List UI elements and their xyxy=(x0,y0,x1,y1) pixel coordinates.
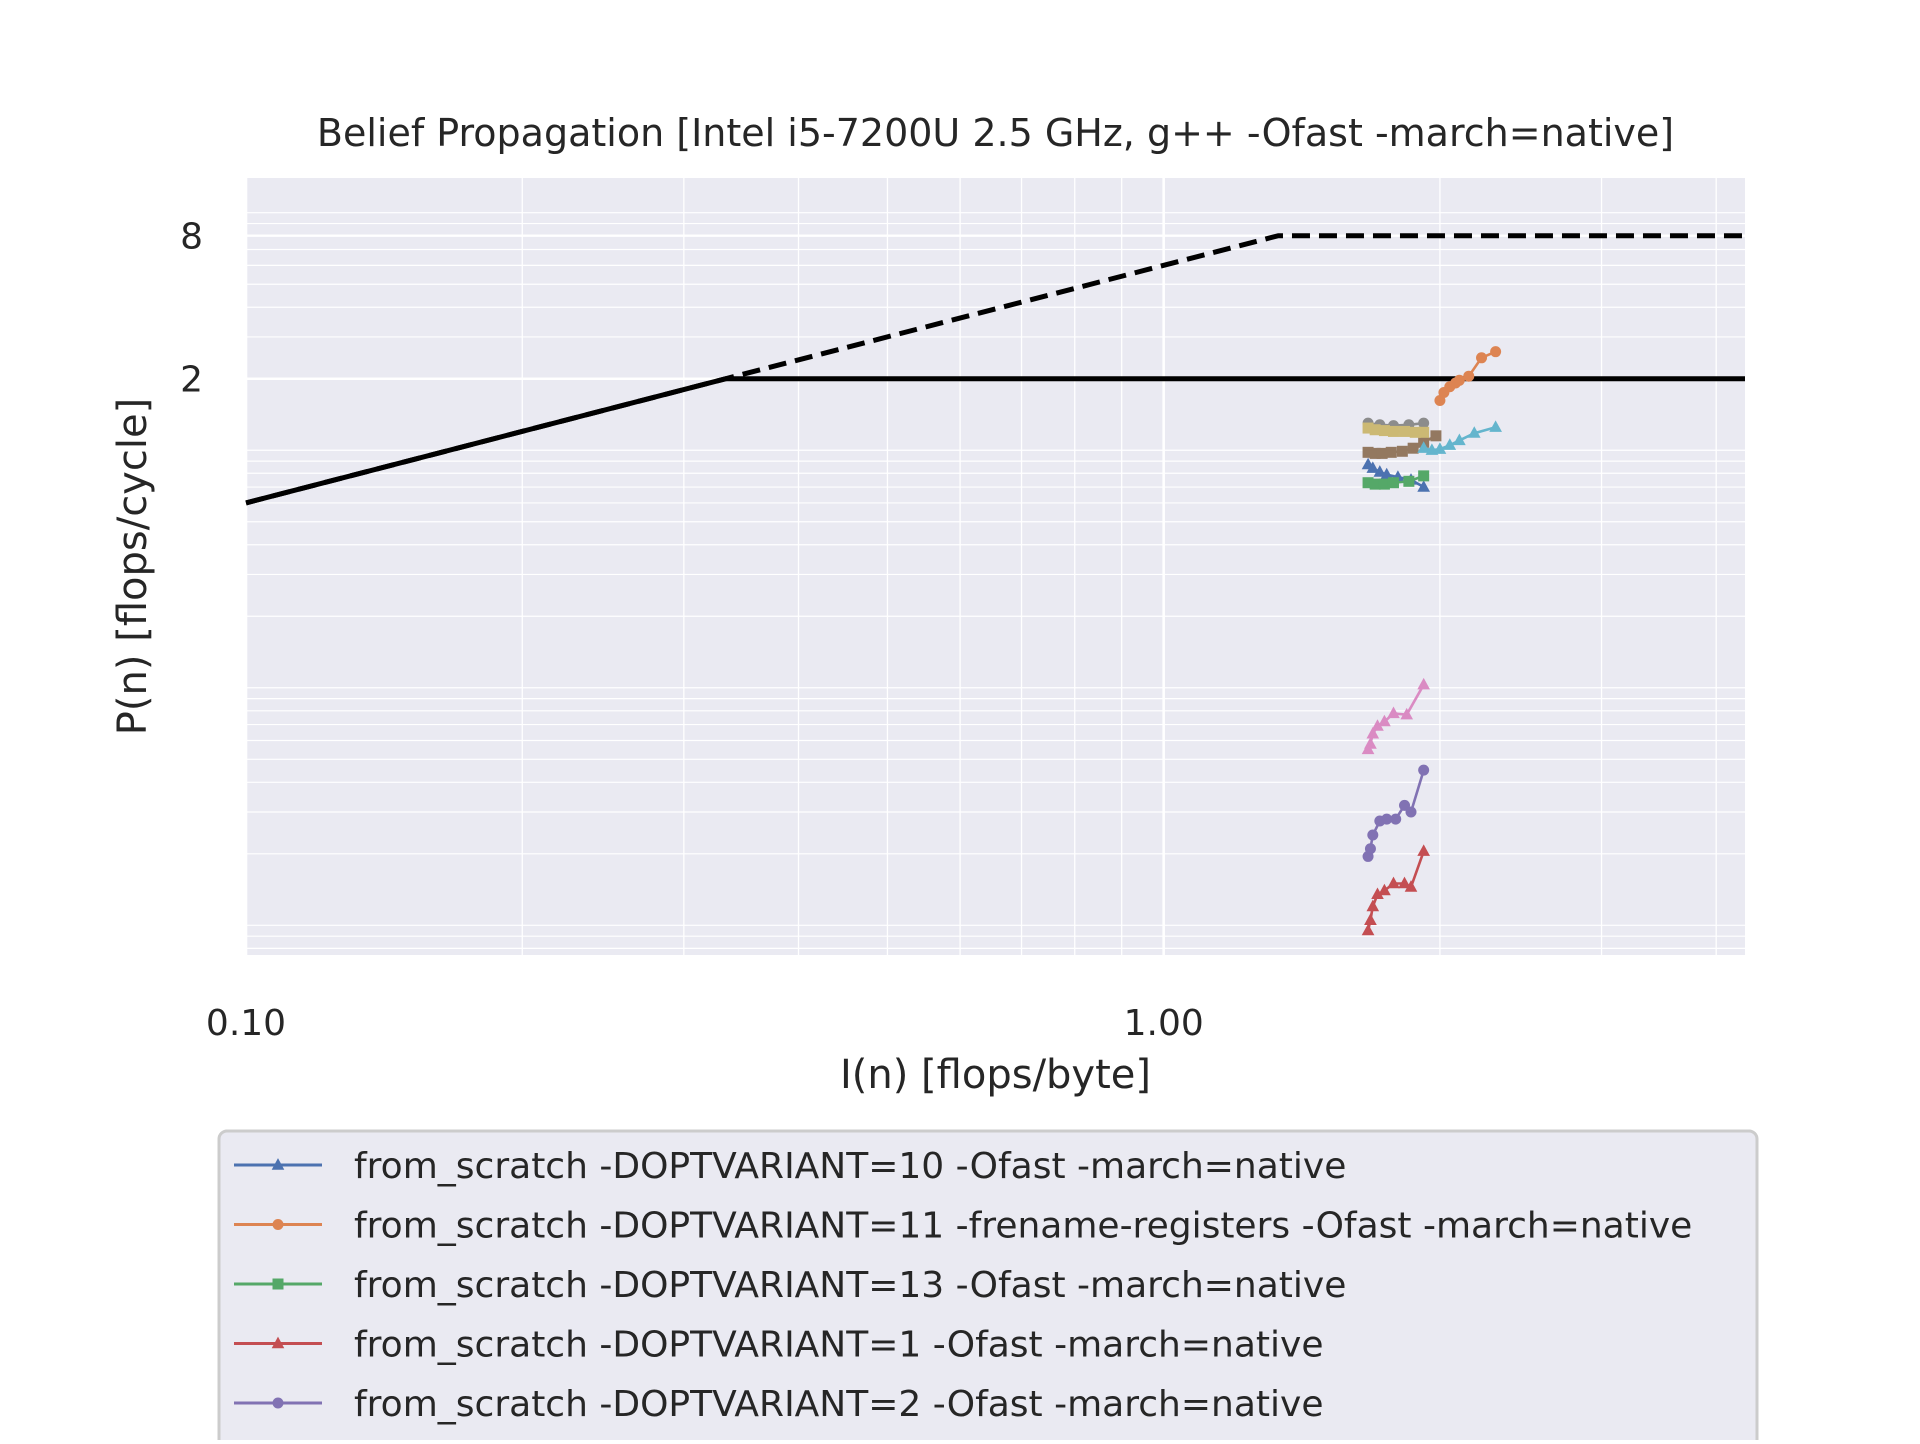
legend-entry: from_scratch -DOPTVARIANT=13 -Ofast -mar… xyxy=(234,1265,1346,1306)
data-point-marker xyxy=(272,1397,284,1409)
data-point-marker xyxy=(271,1336,285,1349)
data-point-marker xyxy=(1407,442,1419,454)
series-2 xyxy=(1434,346,1502,406)
data-point-marker xyxy=(1463,370,1475,382)
series-7 xyxy=(1361,677,1430,755)
data-point-marker xyxy=(1385,446,1397,458)
data-point-marker xyxy=(1371,887,1384,899)
data-point-marker xyxy=(1362,446,1374,458)
series-9 xyxy=(1362,422,1430,438)
data-point-marker xyxy=(1489,420,1502,432)
data-point-marker xyxy=(1366,461,1380,473)
legend-label: from_scratch -DOPTVARIANT=11 -frename-re… xyxy=(354,1206,1692,1247)
data-point-marker xyxy=(1380,467,1393,480)
data-point-marker xyxy=(1418,417,1430,429)
legend-entry: from_scratch -DOPTVARIANT=11 -frename-re… xyxy=(234,1206,1692,1247)
data-point-marker xyxy=(1373,465,1387,477)
roofline xyxy=(245,233,1745,506)
legend-entry: from_scratch -DOPTVARIANT=2 -Ofast -marc… xyxy=(234,1384,1323,1425)
data-point-marker xyxy=(1362,422,1374,434)
data-point-marker xyxy=(1430,430,1442,442)
data-point-marker xyxy=(1398,876,1411,889)
data-point-marker xyxy=(1364,913,1377,925)
data-point-marker xyxy=(272,1219,284,1230)
series-3 xyxy=(1362,470,1430,490)
plot-area xyxy=(246,178,1745,955)
data-point-marker xyxy=(1467,426,1481,438)
data-point-marker xyxy=(1405,806,1417,818)
data-point-marker xyxy=(1399,425,1411,437)
roofline-scalar-solid xyxy=(245,376,1745,506)
legend-label: from_scratch -DOPTVARIANT=2 -Ofast -marc… xyxy=(354,1384,1323,1425)
x-tick-label: 0.10 xyxy=(206,1003,286,1044)
data-point-marker xyxy=(1417,480,1430,492)
data-point-marker xyxy=(1366,726,1380,739)
data-point-marker xyxy=(1362,477,1374,489)
data-point-marker xyxy=(1453,433,1466,446)
data-point-marker xyxy=(1369,447,1381,459)
data-point-marker xyxy=(1403,475,1415,487)
x-tick-label: 1.00 xyxy=(1124,1003,1204,1044)
data-point-marker xyxy=(1361,923,1375,936)
data-point-marker xyxy=(1371,719,1384,731)
chart-title: Belief Propagation [Intel i5-7200U 2.5 G… xyxy=(317,111,1674,155)
data-point-marker xyxy=(1376,447,1388,459)
series-group xyxy=(1361,346,1502,936)
legend-entry: from_scratch -DOPTVARIANT=10 -Ofast -mar… xyxy=(234,1146,1346,1187)
data-point-marker xyxy=(1387,477,1399,489)
data-point-marker xyxy=(1417,441,1430,453)
data-point-marker xyxy=(1417,677,1430,690)
data-point-marker xyxy=(1453,374,1465,386)
legend-box xyxy=(217,1129,1759,1444)
y-axis-label: P(n) [flops/cycle] xyxy=(110,398,156,735)
data-point-marker xyxy=(1364,737,1377,749)
data-point-marker xyxy=(1417,844,1430,856)
data-point-marker xyxy=(1490,346,1502,358)
data-point-marker xyxy=(1404,880,1418,892)
data-point-marker xyxy=(1387,876,1400,889)
axes: Belief Propagation [Intel i5-7200U 2.5 G… xyxy=(110,111,1674,1098)
data-point-marker xyxy=(1369,424,1381,436)
data-point-marker xyxy=(1418,764,1430,776)
legend-label: from_scratch -DOPTVARIANT=1 -Ofast -marc… xyxy=(354,1325,1323,1366)
data-point-marker xyxy=(1381,813,1393,825)
legend-label: from_scratch -DOPTVARIANT=10 -Ofast -mar… xyxy=(354,1146,1346,1187)
data-point-marker xyxy=(1433,442,1447,454)
series-10 xyxy=(1417,420,1502,455)
data-point-marker xyxy=(1378,714,1391,727)
x-axis-label: I(n) [flops/byte] xyxy=(840,1052,1151,1098)
data-point-marker xyxy=(271,1158,285,1170)
data-point-marker xyxy=(1367,829,1379,841)
data-point-marker xyxy=(1409,426,1421,438)
series-4 xyxy=(1361,844,1430,936)
data-point-marker xyxy=(1387,425,1399,437)
y-tick-label: 2 xyxy=(180,360,203,401)
data-point-marker xyxy=(1364,843,1376,855)
data-point-marker xyxy=(1400,707,1413,720)
legend: from_scratch -DOPTVARIANT=10 -Ofast -mar… xyxy=(217,1129,1759,1444)
data-point-marker xyxy=(1378,883,1391,896)
legend-label: from_scratch -DOPTVARIANT=13 -Ofast -mar… xyxy=(354,1265,1346,1306)
data-point-marker xyxy=(272,1278,284,1290)
data-point-marker xyxy=(1378,425,1390,437)
data-point-marker xyxy=(1390,813,1402,825)
series-5 xyxy=(1362,764,1430,862)
data-point-marker xyxy=(1396,445,1408,457)
data-point-marker xyxy=(1476,352,1488,364)
data-point-marker xyxy=(1387,706,1400,719)
data-point-marker xyxy=(1369,478,1381,490)
data-point-marker xyxy=(1378,478,1390,490)
data-point-marker xyxy=(1366,899,1380,912)
legend-entry: from_scratch -DOPTVARIANT=1 -Ofast -marc… xyxy=(234,1325,1323,1366)
data-point-marker xyxy=(1418,426,1430,438)
y-tick-label: 8 xyxy=(180,217,203,258)
data-point-marker xyxy=(1443,438,1457,450)
data-point-marker xyxy=(1418,470,1430,482)
